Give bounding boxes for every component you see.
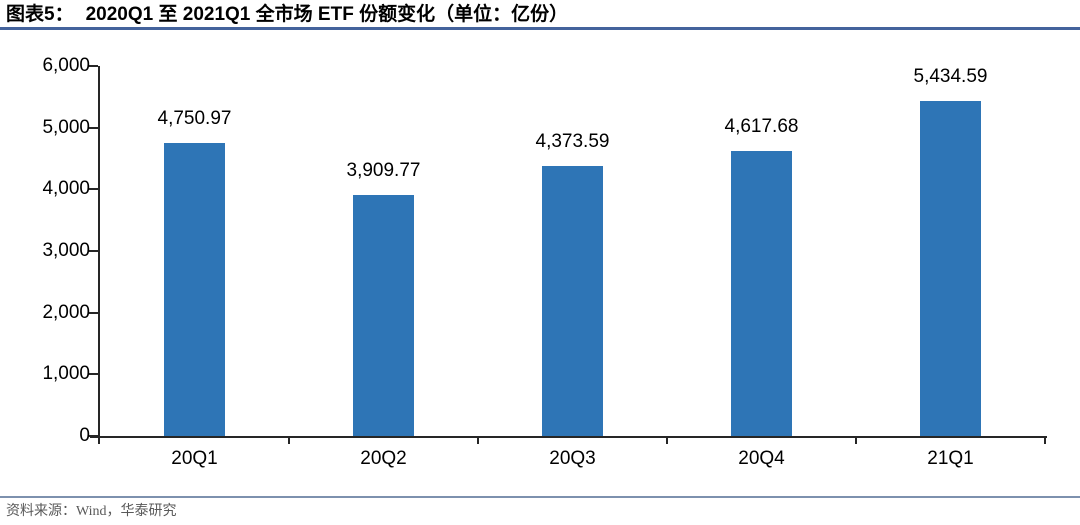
bar	[920, 100, 981, 436]
bar-value-label: 5,434.59	[913, 65, 988, 87]
y-axis-tick	[89, 311, 98, 314]
y-axis-tick	[89, 250, 98, 252]
x-axis-tick	[288, 438, 290, 444]
figure-title-text: 2020Q1 至 2021Q1 全市场 ETF 份额变化（单位：亿份）	[85, 4, 569, 25]
y-axis-tick-label: 3,000	[42, 240, 90, 261]
y-axis-tick-label: 5,000	[42, 116, 90, 138]
x-axis-line	[90, 436, 1047, 438]
bar	[542, 166, 603, 436]
y-axis-tick-label: 4,000	[42, 178, 90, 200]
y-axis-tick-label: 2,000	[42, 301, 90, 323]
bar-value-label: 4,373.59	[535, 131, 610, 153]
bar-value-label: 3,909.77	[346, 159, 421, 181]
y-axis-tick-label: 1,000	[42, 363, 90, 385]
y-axis-line	[98, 66, 100, 444]
x-axis-tick	[855, 438, 857, 444]
figure-number-label: 图表5：	[6, 4, 74, 25]
title-underline	[0, 27, 1080, 30]
figure-title: 图表5： 2020Q1 至 2021Q1 全市场 ETF 份额变化（单位：亿份）	[6, 3, 1074, 27]
x-axis-category-label: 20Q3	[549, 448, 596, 469]
y-axis-tick	[89, 373, 98, 376]
bar	[164, 143, 225, 436]
x-axis-tick	[1044, 438, 1046, 444]
x-axis-category-label: 20Q1	[171, 448, 218, 469]
y-axis-tick-label: 0	[79, 425, 90, 446]
x-axis-category-label: 20Q2	[360, 448, 407, 469]
y-axis-tick	[89, 188, 98, 191]
y-axis-tick	[89, 126, 98, 129]
source-note: 资料来源：Wind，华泰研究	[6, 504, 177, 519]
y-axis-tick-label: 6,000	[42, 55, 90, 76]
bar-value-label: 4,617.68	[724, 116, 799, 138]
x-axis-category-label: 20Q4	[738, 448, 785, 469]
x-axis-tick	[477, 438, 479, 444]
x-axis-tick	[666, 438, 668, 444]
bar	[731, 151, 792, 436]
bar	[353, 194, 414, 436]
y-axis-tick	[89, 435, 98, 437]
bar-value-label: 4,750.97	[157, 108, 232, 130]
footer-divider	[0, 496, 1080, 498]
x-axis-category-label: 21Q1	[927, 448, 974, 469]
y-axis-tick	[89, 65, 98, 67]
